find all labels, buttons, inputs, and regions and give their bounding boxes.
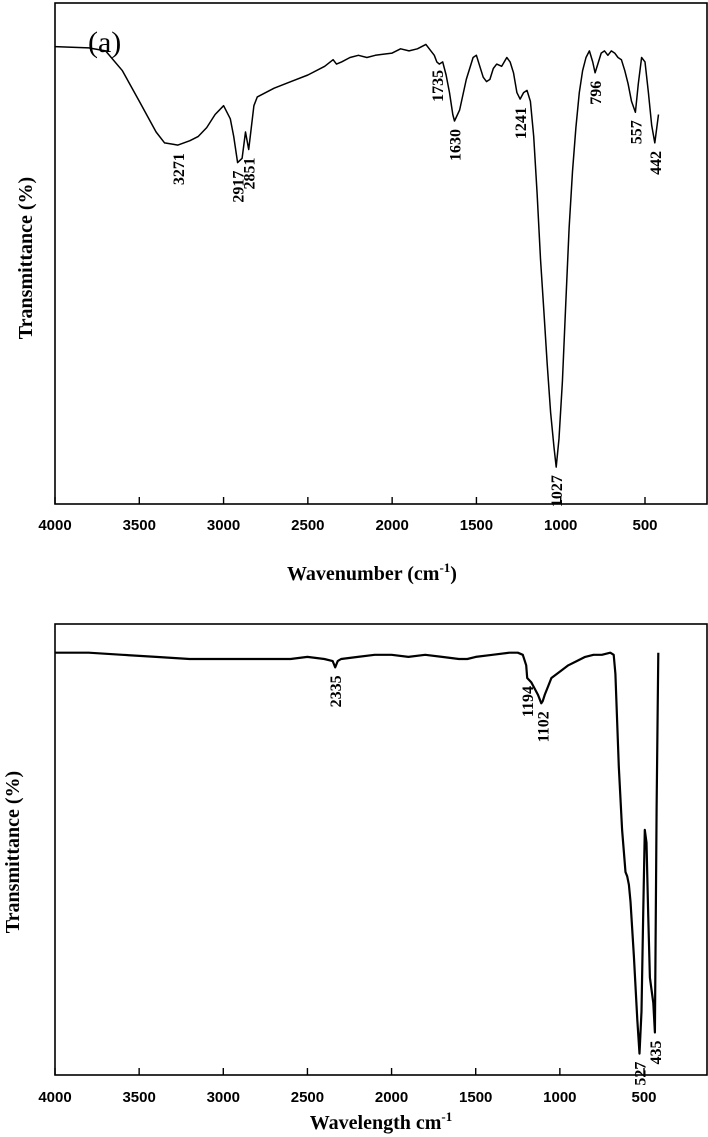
x-tick-label: 2000 [375,517,408,534]
x-tick-label: 500 [631,1089,656,1106]
peak-label: 1735 [430,70,447,102]
chart-a-series-line [54,43,660,468]
chart-a-frame [54,2,708,505]
peak-label: 2851 [242,158,259,190]
peak-label: 435 [648,1041,665,1065]
chart-a-panel-label: (a) [88,26,121,59]
chart-b-x-axis-title: Wavelength cm-1 [310,1109,453,1134]
peak-label: 2335 [328,675,345,707]
chart-b-x-ticks [54,1068,645,1075]
x-tick-label: 3000 [207,517,240,534]
x-tick-label: 2500 [291,517,324,534]
chart-b-y-axis-title: Transmittance (%) [2,771,24,933]
x-tick-label: 2500 [291,1089,324,1106]
peak-label: 3271 [171,153,188,185]
x-tick-label: 500 [632,517,657,534]
peak-label: 1194 [520,686,537,717]
x-tick-label: 4000 [38,1089,71,1106]
chart-b: 4000 3500 3000 2500 2000 1500 1000 500 2335 1194… [2,623,708,1134]
chart-a-x-tick-labels: 4000 3500 3000 2500 2000 1500 1000 500 [38,517,657,534]
x-tick-label: 3500 [122,1089,155,1106]
chart-b-frame [54,623,708,1076]
peak-label: 1630 [448,129,465,161]
x-tick-label: 3500 [123,517,156,534]
x-tick-label: 1500 [460,517,493,534]
x-tick-label: 3000 [207,1089,240,1106]
peak-label: 527 [633,1062,650,1086]
peak-label: 557 [628,120,645,144]
peak-label: 2917 [231,171,248,203]
chart-a-x-ticks [54,497,646,504]
x-tick-label: 1500 [459,1089,492,1106]
x-tick-label: 4000 [38,517,71,534]
chart-b-series-line [55,651,660,1055]
peak-label: 1241 [513,107,530,139]
peak-label: 1027 [549,475,566,507]
x-tick-label: 2000 [375,1089,408,1106]
peak-label: 1102 [536,711,553,742]
peak-label: 796 [588,81,605,105]
peak-label: 442 [648,151,665,175]
x-tick-label: 1000 [543,1089,576,1106]
x-tick-label: 1000 [544,517,577,534]
chart-b-x-tick-labels: 4000 3500 3000 2500 2000 1500 1000 500 [38,1089,656,1106]
chart-a-x-axis-title: Wavenumber (cm-1) [287,560,457,585]
chart-a-y-axis-title: Transmittance (%) [15,177,37,339]
chart-a: (a) 4000 3500 3000 2500 2000 1500 1000 500 3271… [15,2,708,585]
